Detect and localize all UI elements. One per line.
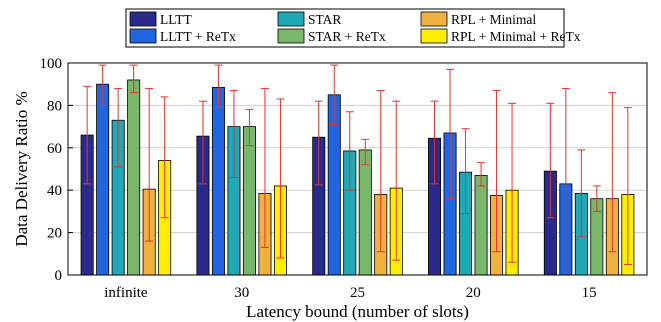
x-tick-label: 15 <box>582 285 597 301</box>
legend-swatch <box>420 28 448 44</box>
y-tick-label: 60 <box>47 141 62 157</box>
legend-label: RPL + Minimal <box>451 12 536 27</box>
bars-layer <box>80 79 635 276</box>
x-tick-label: 20 <box>466 285 481 301</box>
y-tick-label: 80 <box>47 98 62 114</box>
legend-swatch <box>129 11 157 27</box>
legend-swatch <box>277 28 305 44</box>
x-tick-label: infinite <box>104 285 148 301</box>
legend-box <box>125 8 565 48</box>
bar <box>358 149 372 276</box>
y-tick-label: 100 <box>40 56 63 72</box>
axes-layer <box>67 62 648 276</box>
y-tick-labels: 0 20 40 60 80 100 <box>40 56 63 284</box>
y-axis-label: Data Delivery Ratio % <box>12 91 31 246</box>
legend-label: STAR + ReTx <box>308 29 386 44</box>
bar <box>96 83 110 276</box>
y-tick-label: 40 <box>47 183 62 199</box>
legend-label: LLTT <box>160 12 192 27</box>
y-tick-label: 0 <box>55 268 63 284</box>
legend-swatch <box>129 28 157 44</box>
bar <box>127 79 141 276</box>
legend-label: RPL + Minimal + ReTx <box>451 29 581 44</box>
legend: LLTT LLTT + ReTx STAR STAR + ReTx RPL + Mini… <box>125 8 581 48</box>
y-tick-label: 20 <box>47 226 62 242</box>
bar <box>242 126 256 276</box>
x-axis-label: Latency bound (number of slots) <box>246 302 469 321</box>
legend-swatch <box>277 11 305 27</box>
x-tick-label: 30 <box>234 285 249 301</box>
bar <box>211 86 225 276</box>
x-tick-labels: infinite 30 25 20 15 <box>104 285 596 301</box>
legend-swatch <box>420 11 448 27</box>
legend-label: STAR <box>308 12 341 27</box>
legend-label: LLTT + ReTx <box>160 29 236 44</box>
error-bars-layer <box>83 64 632 276</box>
plot-frame <box>67 62 648 276</box>
x-tick-label: 25 <box>350 285 365 301</box>
bar <box>474 174 488 276</box>
